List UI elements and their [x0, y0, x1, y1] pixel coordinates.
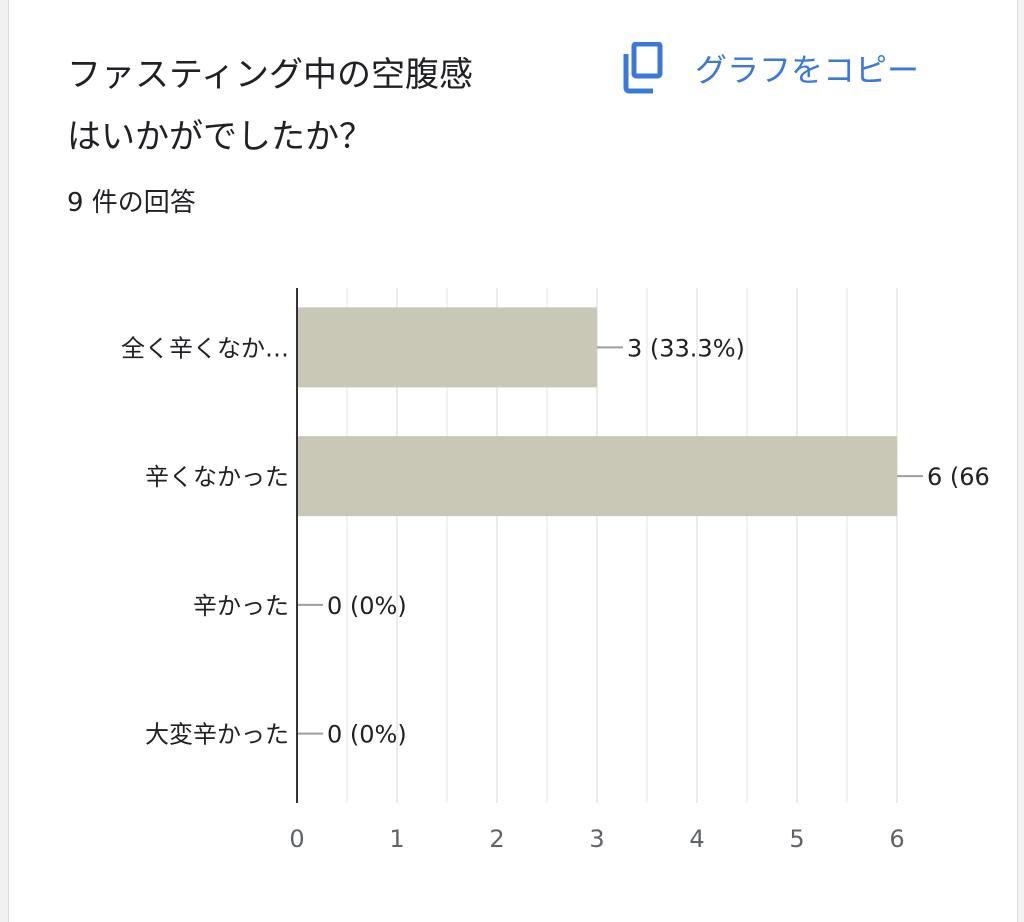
x-tick-label: 6	[889, 825, 904, 853]
data-label: 3 (33.3%)	[627, 334, 745, 362]
x-tick-label: 2	[489, 825, 504, 853]
data-label: 6 (66	[927, 463, 990, 491]
copy-chart-button[interactable]: グラフをコピー	[621, 40, 919, 96]
copy-icon	[623, 42, 663, 94]
data-label: 0 (0%)	[327, 592, 407, 620]
bar	[297, 436, 897, 517]
question-title-line-2: はいかがでしたか？	[67, 117, 373, 157]
category-label: 大変辛かった	[145, 721, 289, 749]
x-tick-label: 5	[789, 825, 804, 853]
category-label: 辛かった	[193, 592, 289, 620]
question-title-line-1: ファスティング中の空腹感	[67, 55, 473, 95]
x-tick-label: 3	[589, 825, 604, 853]
x-tick-label: 4	[689, 825, 704, 853]
data-label: 0 (0%)	[327, 721, 407, 749]
x-tick-label: 1	[389, 825, 404, 853]
copy-chart-label: グラフをコピー	[695, 51, 920, 89]
category-label: 辛くなかった	[145, 463, 289, 491]
category-label: 全く辛くなか…	[121, 334, 289, 362]
x-tick-label: 0	[289, 825, 304, 853]
question-title: ファスティング中の空腹感 はいかがでしたか？	[67, 44, 587, 168]
response-count: 9 件の回答	[67, 188, 196, 218]
bar	[297, 307, 597, 388]
